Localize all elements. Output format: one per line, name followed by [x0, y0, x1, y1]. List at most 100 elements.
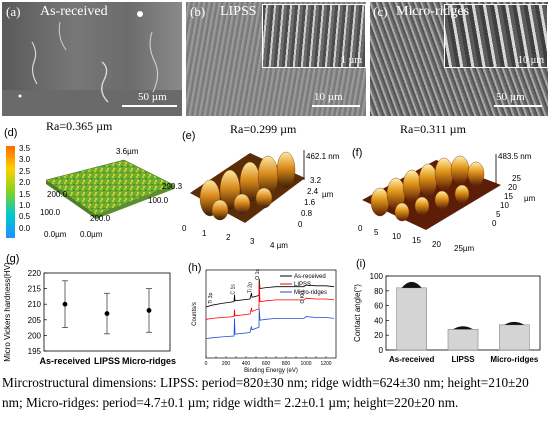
x-category-label: LIPSS [451, 355, 475, 364]
hardness-chart: 195 200 205 210 215 220 Micro Vickers hardness… [3, 262, 176, 366]
afm-e-y-tick: 2.4 [307, 187, 319, 196]
y-axis-label: Contact angle(°) [353, 284, 362, 342]
panel-f-label: (f) [352, 147, 363, 159]
afm-f-x-tick: 5 [374, 228, 379, 237]
peak-label: Ti 2p [248, 282, 254, 293]
legend-label: As-received [294, 274, 326, 280]
plot-frame [43, 272, 171, 352]
y-tick-label: 195 [28, 347, 42, 356]
as-received-surface-texture [2, 11, 182, 116]
profilometry-z-label: 3.6µm [116, 147, 139, 156]
x-category-label: As-received [39, 356, 90, 366]
colorbar-tick: 2.5 [19, 166, 31, 176]
droplet-image [453, 326, 473, 330]
afm-e-x-tick: 3 [250, 237, 255, 246]
data-point [62, 301, 68, 307]
panel-c-title: Micro-ridges [396, 4, 470, 19]
bar [447, 328, 479, 351]
afm-micro-ridges-3d [362, 154, 501, 230]
afm-e-y-unit: µm [322, 190, 334, 199]
afm-e-y-tick: 0.8 [301, 209, 313, 218]
peak-label: C 1s [231, 284, 237, 295]
legend-label: LIPSS [294, 282, 311, 288]
panel-i-label: (i) [356, 258, 366, 270]
y-tick-label: 210 [28, 300, 42, 309]
afm-f-y-unit: µm [524, 194, 536, 203]
x-category-label: Micro-ridges [490, 355, 539, 364]
colorbar-ticks: 3.5 3.0 2.5 2.0 1.5 1.0 0.5 0.0 [19, 143, 30, 234]
afm-e-y-tick: 3.2 [310, 176, 322, 185]
y-tick-label: 220 [28, 269, 42, 278]
sem-image-as-received: (a) As-received 50 µm [2, 2, 182, 116]
panel-e-ra: Ra=0.299 µm [230, 122, 297, 136]
y-tick-label: 40 [374, 316, 383, 325]
micro-ridges-inset: 10 µm [444, 4, 548, 68]
afm-f-y-tick: 15 [504, 192, 513, 201]
panel-a-label: (a) [6, 4, 21, 19]
panel-h-label: (h) [188, 262, 202, 274]
peak-label: O 1s [255, 269, 261, 280]
profilometry-x-max: 290.3 [162, 182, 183, 191]
panel-c-label: (c) [373, 4, 388, 19]
plot-frame [205, 269, 337, 359]
x-tick-label: 600 [262, 361, 271, 367]
profilometry-x-tick: 100.0 [148, 196, 169, 205]
xps-series-line [205, 282, 335, 320]
panel-d-ra: Ra=0.365 µm [46, 119, 113, 133]
afm-e-y-tick: 1.6 [304, 198, 316, 207]
x-tick-label: 400 [242, 361, 251, 367]
afm-f-y-tick: 25 [512, 174, 521, 183]
afm-f-x-tick: 10 [392, 232, 401, 241]
profilometry-x-tick: 200.0 [90, 214, 111, 223]
x-category-label: As-received [389, 355, 434, 364]
profilometry-origin: 0.0µm [44, 230, 67, 239]
y-tick-label: 200 [28, 331, 42, 340]
sem-image-micro-ridges: 10 µm (c) Micro-ridges 50 µm [370, 2, 548, 116]
xps-chart: 0 200 400 600 800 1000 1200 Binding Energy (eV)… [192, 269, 337, 374]
bar [396, 287, 427, 351]
afm-f-y-tick: 5 [496, 210, 501, 219]
y-tick-label: 60 [374, 302, 383, 311]
afm-e-y-tick: 0 [298, 220, 303, 229]
y-tick-label: 215 [28, 285, 42, 294]
panel-b-scale-bar [312, 105, 360, 107]
x-tick-label: 1200 [320, 361, 331, 367]
panel-b-label: (b) [190, 4, 206, 19]
droplet-image [504, 321, 525, 325]
afm-f-x-tick: 25µm [454, 244, 475, 253]
afm-f-height: 483.5 nm [498, 152, 532, 161]
data-point [146, 308, 152, 313]
panel-e-label: (e) [182, 130, 196, 142]
y-axis-label: Micro Vickers hardness(HV) [3, 262, 12, 362]
panel-d-label: (d) [4, 127, 18, 139]
colorbar-tick: 0.0 [19, 223, 31, 233]
colorbar [6, 146, 15, 238]
afm-e-x-tick: 2 [226, 233, 231, 242]
x-axis-label: Binding Energy (eV) [244, 368, 298, 374]
sem-image-lipss: 1 µm (b) LIPSS 10 µm [186, 2, 366, 116]
x-tick-label: 0 [205, 361, 208, 367]
y-tick-label: 0 [379, 346, 384, 355]
profilometry-origin: 0.0µm [80, 230, 103, 239]
x-category-label: Micro-ridges [122, 356, 176, 366]
afm-lipss-3d [190, 150, 305, 223]
profilometry-y-tick: 100.0 [40, 208, 61, 217]
lipss-inset: 1 µm [262, 4, 366, 68]
panel-b-title: LIPSS [220, 4, 257, 19]
y-axis-label: Counts/s [192, 302, 198, 326]
colorbar-tick: 1.5 [19, 189, 31, 199]
colorbar-tick: 0.5 [19, 212, 31, 222]
panel-c-scale: 50 µm [496, 91, 525, 103]
panel-b-scale: 10 µm [314, 91, 343, 103]
colorbar-tick: 3.0 [19, 155, 31, 165]
afm-f-x-tick: 20 [432, 240, 441, 249]
profilometry-y-tick: 200.0 [47, 190, 68, 199]
afm-f-y-tick: 0 [492, 219, 497, 228]
x-tick-label: 200 [222, 361, 231, 367]
afm-f-x-tick: 15 [412, 236, 421, 245]
xps-series-line [205, 308, 335, 339]
colorbar-tick: 3.5 [19, 144, 31, 153]
afm-e-x-tick: 1 [202, 229, 207, 238]
panel-a-title: As-received [40, 4, 108, 19]
y-tick-label: 20 [374, 331, 383, 340]
